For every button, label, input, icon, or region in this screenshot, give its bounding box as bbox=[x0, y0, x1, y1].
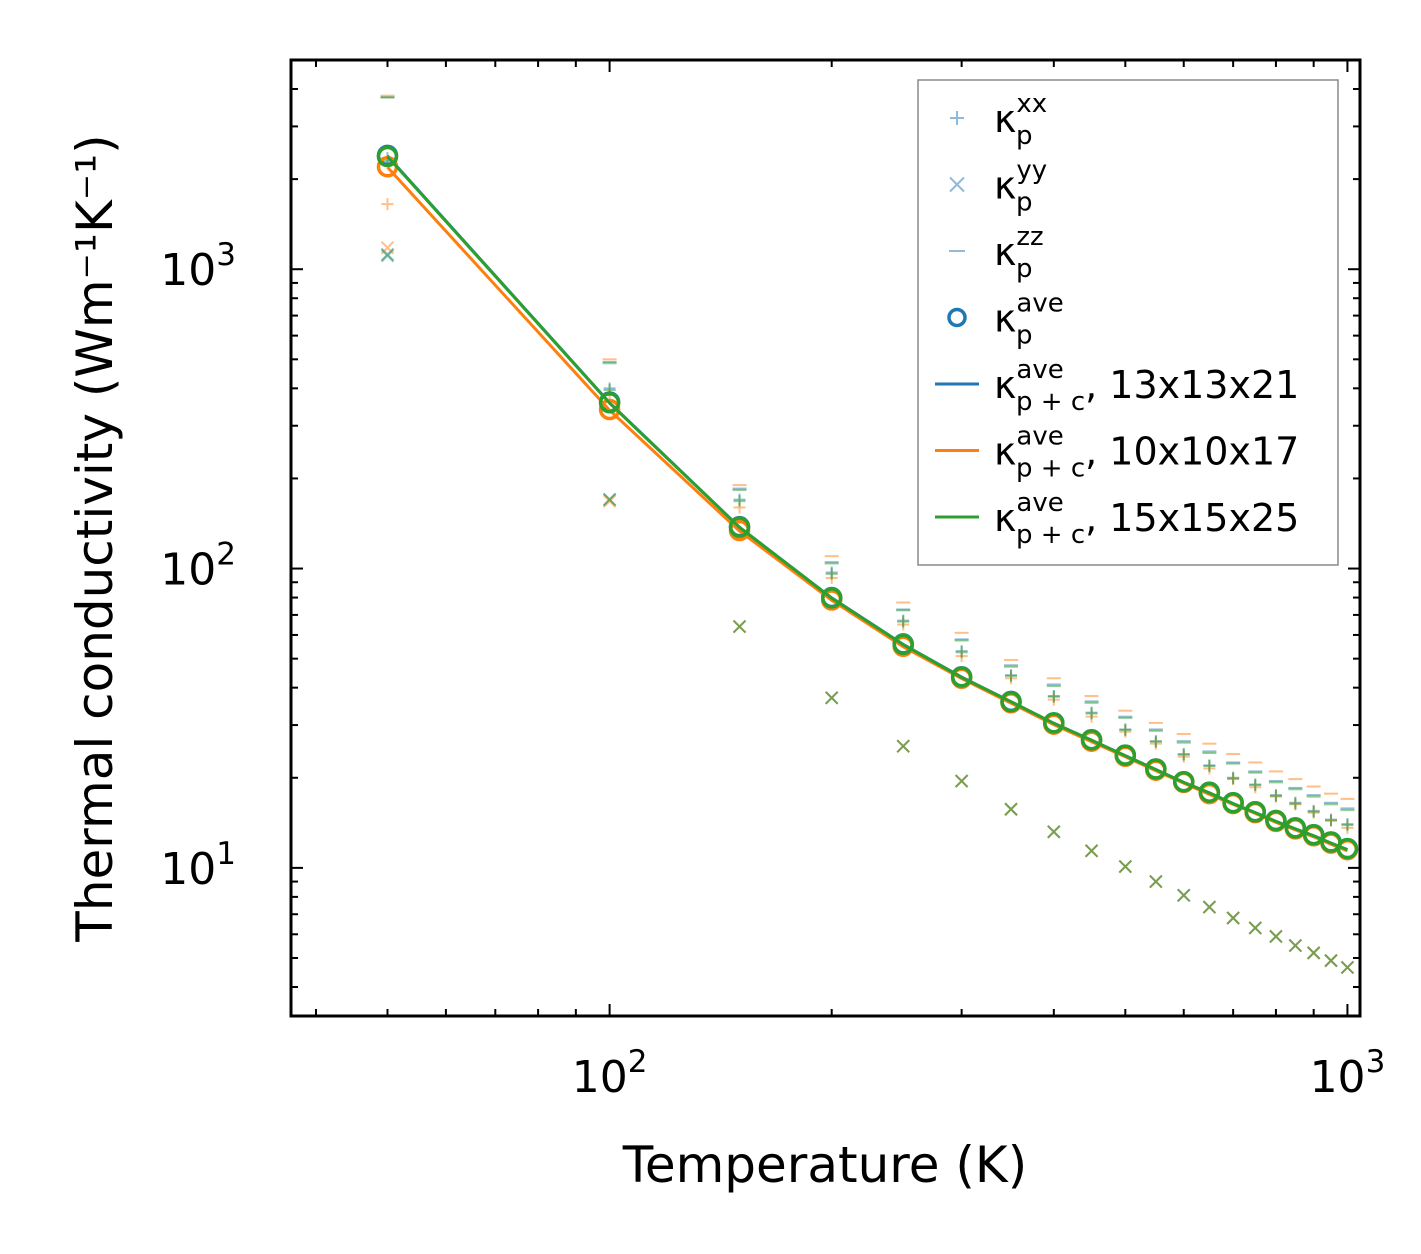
legend-label-2: κyy p bbox=[994, 156, 1047, 218]
plot-area bbox=[376, 94, 1359, 975]
legend-label-1: κxx p bbox=[994, 89, 1047, 151]
y-axis-label: Thermal conductivity (Wm⁻¹K⁻¹) bbox=[66, 134, 124, 942]
kyy-point-15-15-25 bbox=[824, 691, 839, 705]
kave-point-15-15-25 bbox=[598, 392, 621, 414]
axis-ticks: 102 103 101 102 103 bbox=[160, 59, 1386, 1103]
kave-point-15-15-25 bbox=[1302, 824, 1325, 846]
kyy-point-15-15-25 bbox=[1226, 911, 1240, 925]
kave-point-15-15-25 bbox=[892, 633, 914, 656]
kxx-point-15-15-25 bbox=[1047, 690, 1060, 703]
kxx-point-15-15-25 bbox=[1005, 669, 1018, 682]
kxx-point-15-15-25 bbox=[1177, 748, 1190, 761]
kxx-point-15-15-25 bbox=[1325, 814, 1337, 827]
plot-frame bbox=[289, 58, 1362, 1018]
kyy-point-15-15-25 bbox=[732, 619, 747, 634]
kxx-point-15-15-25 bbox=[1269, 789, 1282, 802]
kxx-point-15-15-25 bbox=[1341, 819, 1354, 832]
kyy-point-15-15-25 bbox=[1047, 825, 1061, 839]
kyy-point-15-15-25 bbox=[954, 774, 969, 788]
kxx-point-15-15-25 bbox=[1307, 805, 1320, 818]
kxx-point-15-15-25 bbox=[1203, 759, 1216, 772]
kxx-point-15-15-25 bbox=[1289, 797, 1302, 810]
kyy-point-15-15-25 bbox=[1306, 946, 1321, 960]
kyy-point-15-15-25 bbox=[1324, 953, 1338, 968]
kxx-point-15-15-25 bbox=[955, 646, 968, 659]
kxx-point-15-15-25 bbox=[1149, 735, 1162, 748]
x-tick-label: 103 bbox=[1310, 1044, 1386, 1103]
y-tick-label: 102 bbox=[160, 537, 236, 596]
legend-marker-2 bbox=[949, 176, 965, 193]
kave-point-15-15-25 bbox=[1265, 809, 1287, 832]
kyy-point-15-15-25 bbox=[1177, 888, 1191, 902]
kave-point-15-15-25 bbox=[1284, 817, 1307, 839]
kyy-point-15-15-25 bbox=[1340, 960, 1355, 975]
kave-point-15-15-25 bbox=[1043, 712, 1065, 734]
kyy-point-15-15-25 bbox=[896, 739, 910, 753]
legend-box bbox=[917, 79, 1339, 566]
kave-point-15-15-25 bbox=[1198, 781, 1221, 803]
kxx-point-15-15-25 bbox=[1119, 723, 1132, 736]
kave-point-15-15-25 bbox=[1145, 758, 1167, 780]
kyy-point-15-15-25 bbox=[602, 492, 617, 507]
kave-point-15-15-25 bbox=[1114, 744, 1137, 766]
kyy-point-15-15-25 bbox=[380, 248, 395, 263]
kxx-point-15-15-25 bbox=[1249, 779, 1262, 792]
kxx-point-15-15-25 bbox=[733, 495, 746, 508]
kxx-point-15-15-25 bbox=[825, 567, 838, 580]
kyy-point-15-15-25 bbox=[1269, 929, 1283, 944]
legend-marker-4 bbox=[947, 307, 967, 328]
kyy-point-15-15-25 bbox=[1084, 844, 1099, 858]
legend-label-5: κave p + c, 13x13x21 bbox=[994, 355, 1299, 417]
kyy-point-15-15-25 bbox=[1202, 900, 1217, 914]
kyy-point-15-15-25 bbox=[1118, 859, 1133, 874]
kpc-line-15-15-25 bbox=[386, 155, 1348, 852]
kyy-point-15-15-25 bbox=[1149, 874, 1163, 889]
x-tick-label: 102 bbox=[572, 1044, 648, 1103]
kyy-point-15-15-25 bbox=[1004, 802, 1018, 816]
kave-point-15-15-25 bbox=[1080, 728, 1103, 751]
kxx-point-15-15-25 bbox=[897, 615, 910, 628]
kyy-point-15-15-25 bbox=[1288, 938, 1303, 953]
legend-label-4: κave p bbox=[994, 289, 1064, 351]
x-axis-label: Temperature (K) bbox=[622, 1136, 1027, 1194]
kave-point-15-15-25 bbox=[376, 145, 399, 168]
kave-point-15-15-25 bbox=[1336, 837, 1359, 860]
kave-point-10-10-17 bbox=[598, 398, 621, 421]
kave-point-15-15-25 bbox=[728, 516, 751, 538]
legend-marker-1 bbox=[950, 111, 964, 125]
kyy-point-10-10-17 bbox=[602, 494, 617, 508]
kave-point-15-15-25 bbox=[950, 666, 973, 688]
kyy-point-15-15-25 bbox=[1248, 921, 1262, 935]
kave-point-15-15-25 bbox=[1222, 792, 1244, 814]
y-tick-label: 103 bbox=[160, 237, 236, 296]
kxx-point-15-15-25 bbox=[1085, 707, 1098, 720]
kave-point-15-15-25 bbox=[1172, 770, 1195, 793]
y-tick-label: 101 bbox=[160, 836, 236, 895]
legend-label-3: κzz p bbox=[994, 222, 1044, 284]
legend-label-7: κave p + c, 15x15x25 bbox=[994, 488, 1299, 550]
kave-point-15-15-25 bbox=[1244, 800, 1266, 823]
kxx-point-15-15-25 bbox=[1227, 772, 1240, 785]
kave-point-15-15-25 bbox=[820, 587, 843, 609]
kave-point-15-15-25 bbox=[1000, 690, 1022, 713]
legend-label-6: κave p + c, 10x10x17 bbox=[994, 422, 1299, 484]
kxx-point-10-10-17 bbox=[381, 198, 394, 211]
